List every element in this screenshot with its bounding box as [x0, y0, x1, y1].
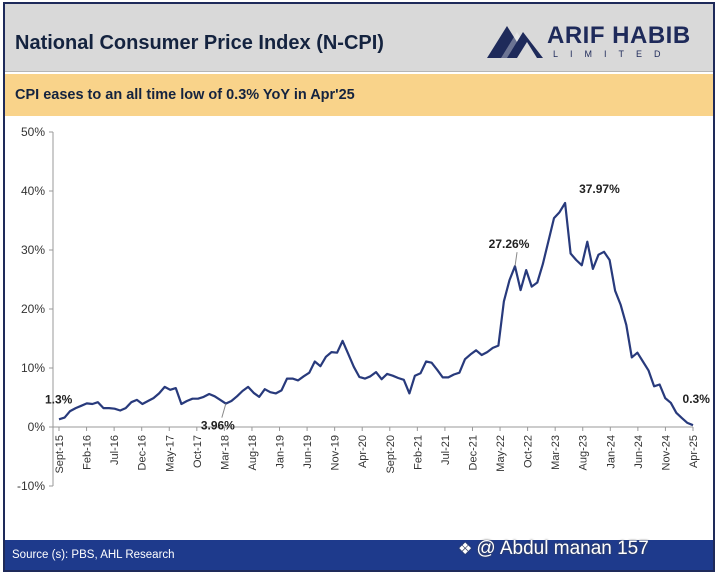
y-tick-label: 0% [28, 420, 46, 434]
x-tick-label: Feb-21 [412, 435, 424, 470]
x-tick-label: Jul-16 [109, 435, 121, 465]
chart-subtitle: CPI eases to an all time low of 0.3% YoY… [15, 87, 355, 103]
y-tick-label: 50% [21, 125, 45, 139]
watermark: ❖ @ Abdul manan 157 [458, 538, 649, 560]
annotation-leader [514, 252, 518, 267]
diamond-logo-icon: ❖ [458, 541, 473, 558]
data-label: 37.97% [579, 182, 620, 196]
cpi-line-chart: -10% 0% 10% 20% 30% 40% 50% Sept-15 Feb-16 Jul-16… [17, 125, 711, 493]
x-tick-label: Jun-19 [302, 435, 314, 469]
logo-name: ARIF HABIB [547, 22, 691, 49]
x-tick-label: Apr-25 [688, 435, 700, 468]
x-tick-label: Nov-24 [660, 435, 672, 470]
x-tick-label: May-17 [164, 435, 176, 472]
x-tick-label: Feb-16 [82, 435, 94, 470]
logo-mark-icon [487, 26, 543, 58]
logo-subtitle: LIMITED [553, 49, 673, 59]
x-tick-label: Oct-17 [192, 435, 204, 468]
x-tick-label: Jul-21 [440, 435, 452, 465]
x-tick-label: Sept-15 [54, 435, 66, 474]
x-tick-label: May-22 [495, 435, 507, 472]
y-tick-label: 30% [21, 243, 45, 257]
x-tick-label: Dec-21 [467, 435, 479, 470]
footer-bar: Source (s): PBS, AHL Research [5, 540, 713, 570]
x-tick-label: Mar-18 [219, 435, 231, 470]
data-label: 27.26% [489, 237, 530, 251]
x-tick-label: Aug-23 [578, 435, 590, 470]
watermark-text: @ Abdul manan 157 [476, 538, 649, 559]
annotation-leader [221, 403, 227, 418]
y-tick-label: 40% [21, 184, 45, 198]
subtitle-bar: CPI eases to an all time low of 0.3% YoY… [5, 74, 713, 116]
x-tick-label: Jan-19 [275, 435, 287, 469]
x-tick-label: Sept-20 [385, 435, 397, 474]
y-tick-label: 20% [21, 302, 45, 316]
data-label: 0.3% [683, 392, 711, 406]
x-tick-label: Oct-22 [523, 435, 535, 468]
y-tick-label: 10% [21, 361, 45, 375]
header-bar: National Consumer Price Index (N-CPI) AR… [5, 4, 713, 72]
x-tick-label: Apr-20 [357, 435, 369, 468]
y-tick-label: -10% [17, 479, 45, 493]
company-logo: ARIF HABIB LIMITED [487, 22, 703, 62]
cpi-series-line [58, 201, 694, 427]
chart-frame: National Consumer Price Index (N-CPI) AR… [3, 2, 715, 572]
data-label: 3.96% [201, 419, 235, 433]
x-tick-label: Mar-23 [550, 435, 562, 470]
x-tick-label: Jun-24 [633, 435, 645, 469]
x-tick-label: Nov-19 [330, 435, 342, 470]
x-tick-label: Aug-18 [247, 435, 259, 470]
source-note: Source (s): PBS, AHL Research [12, 549, 175, 561]
x-tick-label: Jan-24 [605, 435, 617, 469]
page-title: National Consumer Price Index (N-CPI) [15, 32, 384, 54]
x-tick-label: Dec-16 [137, 435, 149, 470]
data-label: 1.3% [45, 392, 73, 406]
